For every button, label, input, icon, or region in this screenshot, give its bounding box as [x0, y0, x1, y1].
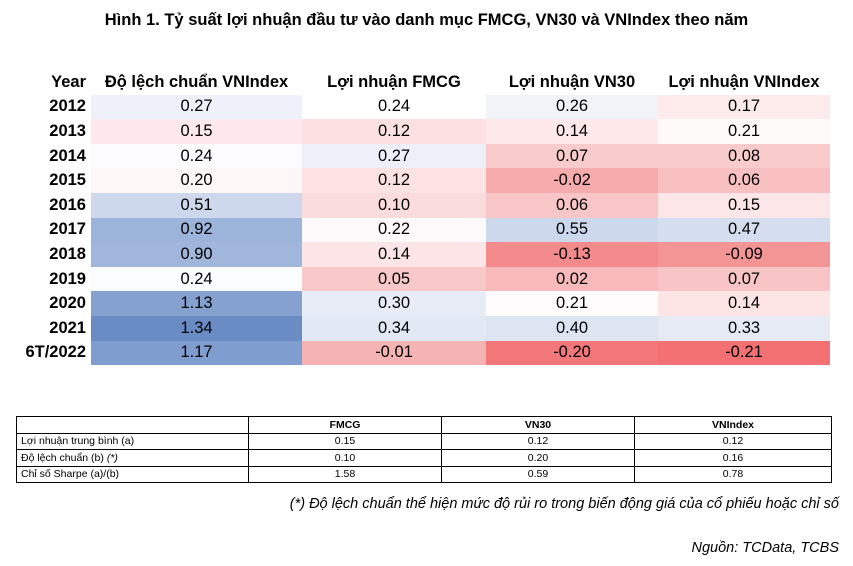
heatmap-row: 2013 0.15 0.12 0.14 0.21 [14, 119, 830, 144]
summary-header-row: FMCG VN30 VNIndex [16, 416, 832, 434]
summary-row: Chỉ số Sharpe (a)/(b) 1.58 0.59 0.78 [16, 465, 832, 483]
heatmap-cell: 0.55 [486, 217, 658, 243]
heatmap-cell: -0.09 [658, 242, 830, 267]
summary-cell: 0.12 [441, 432, 635, 450]
summary-header-vn30: VN30 [441, 416, 635, 434]
heatmap-cell: 0.27 [91, 94, 302, 120]
summary-row: Độ lệch chuẩn (b) (*) 0.10 0.20 0.16 [16, 449, 832, 467]
heatmap-cell: 0.14 [486, 119, 658, 144]
heatmap-cell: -0.20 [486, 340, 658, 366]
row-year: 2015 [49, 171, 86, 190]
heatmap-row: 2014 0.24 0.27 0.07 0.08 [14, 143, 830, 169]
heatmap-cell: -0.02 [486, 168, 658, 193]
row-year: 6T/2022 [25, 343, 86, 362]
heatmap-header-row: Year Độ lệch chuẩn VNIndex Lợi nhuận FMC… [14, 70, 830, 95]
summary-cell: 0.59 [441, 465, 635, 483]
heatmap-cell: 0.27 [302, 143, 486, 169]
summary-header-fmcg: FMCG [248, 416, 442, 434]
heatmap-cell: -0.01 [302, 340, 486, 366]
heatmap-cell: 0.14 [302, 242, 486, 267]
row-year: 2021 [49, 318, 86, 337]
heatmap-cell: -0.21 [658, 340, 830, 366]
heatmap-cell: 0.21 [486, 291, 658, 316]
heatmap-cell: -0.13 [486, 242, 658, 267]
row-year: 2018 [49, 244, 86, 263]
summary-cell: 1.58 [248, 465, 442, 483]
header-std-vnindex: Độ lệch chuẩn VNIndex [104, 72, 289, 91]
heatmap-cell: 1.17 [91, 340, 302, 366]
heatmap-cell: 0.15 [658, 192, 830, 218]
summary-cell: 0.16 [634, 449, 832, 467]
heatmap-cell: 1.34 [91, 315, 302, 341]
heatmap-cell: 0.40 [486, 315, 658, 341]
heatmap-cell: 0.92 [91, 217, 302, 243]
heatmap-cell: 0.34 [302, 315, 486, 341]
heatmap-cell: 0.06 [658, 168, 830, 193]
row-year: 2020 [49, 294, 86, 313]
row-year: 2016 [49, 195, 86, 214]
summary-table: FMCG VN30 VNIndex Lợi nhuận trung bình (… [16, 416, 832, 483]
heatmap-row: 2020 1.13 0.30 0.21 0.14 [14, 291, 830, 316]
row-year: 2019 [49, 269, 86, 288]
heatmap-row: 6T/2022 1.17 -0.01 -0.20 -0.21 [14, 340, 830, 366]
heatmap-cell: 0.47 [658, 217, 830, 243]
heatmap-row: 2017 0.92 0.22 0.55 0.47 [14, 217, 830, 243]
summary-cell: 0.12 [634, 432, 832, 450]
heatmap-cell: 0.15 [91, 119, 302, 144]
summary-header-blank [16, 416, 249, 434]
heatmap-cell: 0.51 [91, 192, 302, 218]
row-year: 2013 [49, 121, 86, 140]
heatmap-cell: 0.20 [91, 168, 302, 193]
heatmap-cell: 0.90 [91, 242, 302, 267]
heatmap-cell: 0.12 [302, 119, 486, 144]
heatmap-cell: 0.10 [302, 192, 486, 218]
summary-row-label: Lợi nhuận trung bình (a) [16, 432, 249, 450]
row-year: 2014 [49, 146, 86, 165]
heatmap-row: 2012 0.27 0.24 0.26 0.17 [14, 94, 830, 120]
summary-cell: 0.78 [634, 465, 832, 483]
header-year: Year [51, 72, 86, 91]
summary-cell: 0.15 [248, 432, 442, 450]
figure-title: Hình 1. Tỷ suất lợi nhuận đầu tư vào dan… [104, 11, 749, 29]
header-return-vn30: Lợi nhuận VN30 [508, 72, 636, 91]
heatmap-row: 2021 1.34 0.34 0.40 0.33 [14, 315, 830, 341]
summary-row-label-footnote-mark: (*) [106, 451, 118, 464]
heatmap-cell: 0.05 [302, 266, 486, 292]
heatmap-cell: 0.06 [486, 192, 658, 218]
heatmap-cell: 0.33 [658, 315, 830, 341]
summary-row-label: Chỉ số Sharpe (a)/(b) [16, 465, 249, 483]
footnote: (*) Độ lệch chuẩn thể hiện mức độ rủi ro… [289, 496, 839, 512]
heatmap-cell: 0.24 [91, 143, 302, 169]
heatmap-cell: 0.26 [486, 94, 658, 120]
heatmap-cell: 1.13 [91, 291, 302, 316]
summary-row-label-text: Độ lệch chuẩn (b) [21, 451, 104, 464]
returns-heatmap-table: Year Độ lệch chuẩn VNIndex Lợi nhuận FMC… [14, 70, 830, 366]
heatmap-cell: 0.02 [486, 266, 658, 292]
heatmap-cell: 0.12 [302, 168, 486, 193]
row-year: 2012 [49, 97, 86, 116]
heatmap-cell: 0.24 [91, 266, 302, 292]
summary-header-vnindex: VNIndex [634, 416, 832, 434]
heatmap-cell: 0.21 [658, 119, 830, 144]
heatmap-row: 2019 0.24 0.05 0.02 0.07 [14, 266, 830, 292]
heatmap-row: 2018 0.90 0.14 -0.13 -0.09 [14, 242, 830, 267]
heatmap-cell: 0.22 [302, 217, 486, 243]
heatmap-row: 2016 0.51 0.10 0.06 0.15 [14, 192, 830, 218]
header-return-fmcg: Lợi nhuận FMCG [327, 72, 461, 91]
summary-cell: 0.20 [441, 449, 635, 467]
source-note: Nguồn: TCData, TCBS [691, 540, 839, 556]
row-year: 2017 [49, 220, 86, 239]
summary-row-label: Độ lệch chuẩn (b) (*) [16, 449, 249, 467]
heatmap-cell: 0.24 [302, 94, 486, 120]
heatmap-cell: 0.07 [486, 143, 658, 169]
header-return-vnindex: Lợi nhuận VNIndex [668, 72, 820, 91]
summary-cell: 0.10 [248, 449, 442, 467]
summary-row: Lợi nhuận trung bình (a) 0.15 0.12 0.12 [16, 432, 832, 450]
heatmap-cell: 0.14 [658, 291, 830, 316]
heatmap-row: 2015 0.20 0.12 -0.02 0.06 [14, 168, 830, 193]
heatmap-cell: 0.08 [658, 143, 830, 169]
heatmap-cell: 0.07 [658, 266, 830, 292]
heatmap-cell: 0.17 [658, 94, 830, 120]
heatmap-cell: 0.30 [302, 291, 486, 316]
